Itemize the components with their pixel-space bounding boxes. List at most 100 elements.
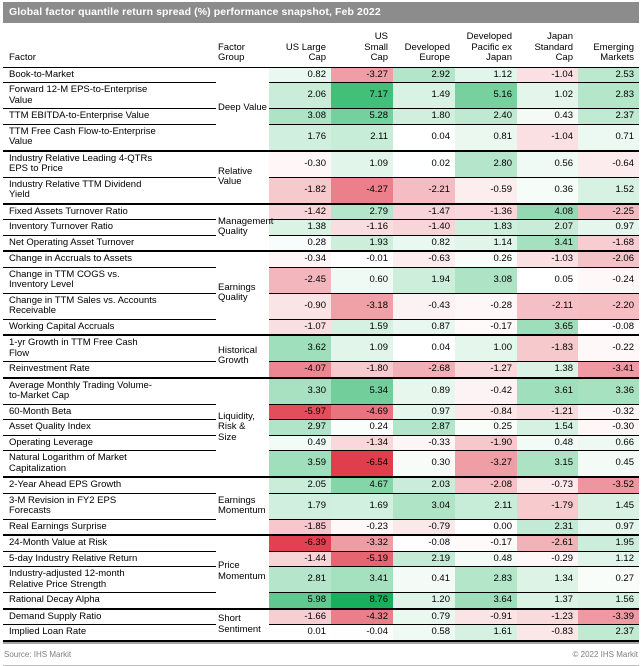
column-header-factor-group: Factor Group — [216, 30, 269, 68]
factor-name: TTM Free Cash Flow-to-Enterprise Value — [3, 124, 216, 152]
value-cell: 2.11 — [331, 124, 393, 152]
value-cell: -1.23 — [517, 608, 578, 625]
value-cell: -3.52 — [578, 477, 639, 494]
factor-group-label: Deep Value — [216, 67, 269, 152]
value-cell: 3.08 — [455, 267, 517, 294]
factor-heatmap-table: Factor Factor Group US Large Cap US Smal… — [3, 30, 639, 642]
value-cell: 1.83 — [455, 219, 517, 236]
report-footer: Source: IHS Markit © 2022 IHS Markit — [3, 644, 639, 659]
value-cell: 5.16 — [455, 82, 517, 109]
value-cell: -0.91 — [455, 608, 517, 625]
value-cell: -1.34 — [331, 435, 393, 451]
value-cell: -0.84 — [455, 404, 517, 420]
factor-row: Fixed Assets Turnover Ratio Management Qu… — [3, 203, 639, 252]
value-cell: -2.06 — [578, 251, 639, 268]
column-header-japan-standard-cap: Japan Standard Cap — [517, 30, 578, 68]
value-cell: 0.97 — [578, 219, 639, 236]
value-cell: 1.54 — [517, 419, 578, 436]
factor-row: Change in TTM COGS vs. Inventory Level -2… — [3, 267, 639, 294]
factor-group-label: Short Sentiment — [216, 608, 269, 642]
value-cell: -0.29 — [517, 551, 578, 567]
value-cell: -1.85 — [269, 519, 331, 536]
value-cell: -4.27 — [331, 177, 393, 205]
value-cell: 1.12 — [455, 67, 517, 83]
value-cell: 1.38 — [517, 361, 578, 379]
value-cell: 2.92 — [393, 67, 455, 83]
table-header: Factor Factor Group US Large Cap US Smal… — [3, 30, 639, 68]
value-cell: 1.79 — [269, 493, 331, 520]
value-cell: -2.45 — [269, 267, 331, 294]
factor-name: Asset Quality Index — [3, 419, 216, 436]
value-cell: 1.61 — [455, 624, 517, 642]
report-title: Global factor quantile return spread (%)… — [9, 6, 381, 18]
value-cell: 3.59 — [269, 450, 331, 478]
factor-name: Change in TTM COGS vs. Inventory Level — [3, 267, 216, 294]
value-cell: 2.37 — [578, 624, 639, 642]
value-cell: 2.53 — [578, 67, 639, 83]
value-cell: 0.82 — [269, 67, 331, 83]
value-cell: 1.09 — [331, 150, 393, 178]
value-cell: 3.36 — [578, 377, 639, 405]
factor-row: Net Operating Asset Turnover 0.28 1.93 0.82… — [3, 235, 639, 252]
value-cell: 0.25 — [455, 419, 517, 436]
value-cell: 2.40 — [455, 108, 517, 125]
value-cell: -0.08 — [393, 535, 455, 552]
copyright-note: © 2022 IHS Markit — [572, 649, 638, 659]
value-cell: 1.56 — [578, 592, 639, 610]
value-cell: 0.04 — [393, 335, 455, 362]
value-cell: 0.41 — [393, 566, 455, 593]
value-cell: -3.18 — [331, 293, 393, 320]
value-cell: 2.83 — [578, 82, 639, 109]
value-cell: 1.12 — [578, 551, 639, 567]
value-cell: 0.05 — [517, 267, 578, 294]
value-cell: -1.44 — [269, 551, 331, 567]
factor-name: Operating Leverage — [3, 435, 216, 451]
factor-name: Rational Decay Alpha — [3, 592, 216, 610]
value-cell: -6.39 — [269, 535, 331, 552]
factor-group-label: Historical Growth — [216, 335, 269, 379]
value-cell: 2.31 — [517, 519, 578, 536]
factor-group-label: Liquidity, Risk & Size — [216, 377, 269, 478]
value-cell: -3.41 — [578, 361, 639, 379]
factor-name: Implied Loan Rate — [3, 624, 216, 642]
factor-group-label: Earnings Momentum — [216, 477, 269, 536]
value-cell: 0.48 — [455, 551, 517, 567]
value-cell: 0.02 — [393, 150, 455, 178]
value-cell: -0.63 — [393, 251, 455, 268]
value-cell: -1.07 — [269, 319, 331, 336]
value-cell: 1.59 — [331, 319, 393, 336]
value-cell: -0.24 — [578, 267, 639, 294]
value-cell: 2.19 — [393, 551, 455, 567]
factor-group-label: Price Momentum — [216, 535, 269, 610]
factor-row: Natural Logarithm of Market Capitalizati… — [3, 450, 639, 478]
value-cell: 2.07 — [517, 219, 578, 236]
value-cell: -5.97 — [269, 404, 331, 420]
factor-name: Reinvestment Rate — [3, 361, 216, 379]
factor-group-label: Relative Value — [216, 150, 269, 205]
value-cell: -0.30 — [269, 150, 331, 178]
page-bottom-rule — [3, 664, 639, 666]
value-cell: 0.45 — [578, 450, 639, 478]
value-cell: 1.93 — [331, 235, 393, 252]
value-cell: -0.43 — [393, 293, 455, 320]
factor-name: Net Operating Asset Turnover — [3, 235, 216, 252]
value-cell: 1.69 — [331, 493, 393, 520]
value-cell: 2.03 — [393, 477, 455, 494]
value-cell: -1.16 — [331, 219, 393, 236]
value-cell: -1.83 — [517, 335, 578, 362]
value-cell: 1.76 — [269, 124, 331, 152]
value-cell: 1.45 — [578, 493, 639, 520]
value-cell: 1.94 — [393, 267, 455, 294]
value-cell: 2.06 — [269, 82, 331, 109]
value-cell: -5.19 — [331, 551, 393, 567]
value-cell: -1.90 — [455, 435, 517, 451]
factor-row: 60-Month Beta -5.97 -4.69 0.97 -0.84 -1.21 -0.… — [3, 404, 639, 420]
factor-row: Forward 12-M EPS-to-Enterprise Value 2.06… — [3, 82, 639, 109]
value-cell: 0.97 — [578, 519, 639, 536]
factor-name: TTM EBITDA-to-Enterprise Value — [3, 108, 216, 125]
value-cell: 1.49 — [393, 82, 455, 109]
factor-row: Working Capital Accruals -1.07 1.59 0.87 -0.… — [3, 319, 639, 336]
value-cell: 8.76 — [331, 592, 393, 610]
source-note: Source: IHS Markit — [4, 649, 72, 659]
value-cell: 3.61 — [517, 377, 578, 405]
